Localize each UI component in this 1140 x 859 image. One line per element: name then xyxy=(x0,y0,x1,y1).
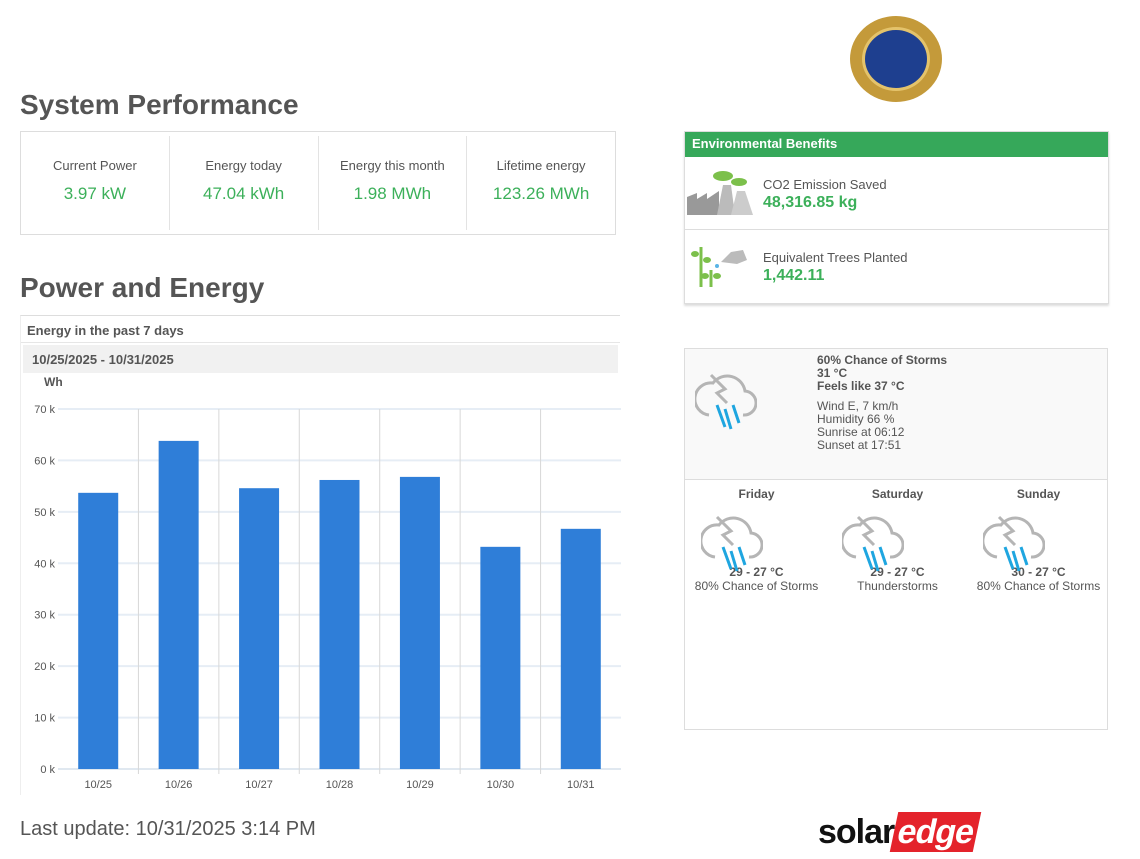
y-axis-label: Wh xyxy=(44,375,63,389)
energy-bar-chart: Wh 0 k 10 k 20 k 30 k 40 k 50 k 60 k 70 k 10/25 10… xyxy=(34,375,621,791)
weather-panel: 60% Chance of Storms 31 °C Feels like 37… xyxy=(684,348,1108,730)
sunset: Sunset at 17:51 xyxy=(817,438,902,452)
wind: Wind E, 7 km/h xyxy=(817,399,899,413)
metric-label: Lifetime energy xyxy=(496,158,586,173)
y-tick-label: 40 k xyxy=(34,558,55,570)
system-performance-title: System Performance xyxy=(20,89,299,120)
current-temp: 31 °C xyxy=(817,366,848,380)
bar-10/26 xyxy=(158,440,199,769)
y-tick-label: 20 k xyxy=(34,661,55,673)
x-tick-label: 10/28 xyxy=(326,779,354,791)
sunrise: Sunrise at 06:12 xyxy=(817,425,905,439)
co2-label: CO2 Emission Saved xyxy=(763,177,887,192)
forecast-temp: 29 - 27 °C xyxy=(729,565,784,579)
forecast-sunday: Sunday 30 - 27 °C 80% Chance of Storms xyxy=(968,487,1109,593)
x-tick-label: 10/26 xyxy=(165,779,193,791)
forecast-temp: 30 - 27 °C xyxy=(1011,565,1066,579)
humidity: Humidity 66 % xyxy=(817,412,895,426)
power-energy-title: Power and Energy xyxy=(20,272,265,303)
x-tick-label: 10/31 xyxy=(567,779,595,791)
energy-chart-panel: Energy in the past 7 days 10/25/2025 - 1… xyxy=(20,315,621,795)
trees-label: Equivalent Trees Planted xyxy=(763,250,908,265)
bar-10/30 xyxy=(480,546,521,769)
metric-current-power: Current Power 3.97 kW xyxy=(21,136,170,230)
co2-row: CO2 Emission Saved 48,316.85 kg xyxy=(685,157,1108,230)
metric-energy-today: Energy today 47.04 kWh xyxy=(170,136,319,230)
metric-value: 123.26 MWh xyxy=(492,184,590,203)
metric-label: Current Power xyxy=(52,158,137,173)
metric-label: Energy today xyxy=(205,158,282,173)
metric-label: Energy this month xyxy=(339,158,445,173)
trees-row: Equivalent Trees Planted 1,442.11 xyxy=(685,230,1108,303)
forecast-saturday: Saturday 29 - 27 °C Thunderstorms xyxy=(827,487,968,593)
environmental-benefits-panel: Environmental Benefits CO2 Emission Save… xyxy=(684,131,1109,304)
env-title: Environmental Benefits xyxy=(685,132,1108,157)
feels-like: Feels like 37 °C xyxy=(817,379,905,393)
tree-watering-icon xyxy=(691,247,747,287)
bar-10/27 xyxy=(239,488,280,769)
brand-left: solar xyxy=(818,813,895,851)
forecast-day: Sunday xyxy=(1016,487,1061,501)
bar-10/28 xyxy=(319,479,360,769)
storm-icon xyxy=(983,515,1045,572)
university-logo xyxy=(850,16,942,102)
y-tick-label: 10 k xyxy=(34,713,55,725)
x-tick-label: 10/27 xyxy=(245,779,273,791)
x-tick-label: 10/30 xyxy=(487,779,515,791)
date-range: 10/25/2025 - 10/31/2025 xyxy=(23,345,618,373)
storm-icon xyxy=(695,373,757,430)
metric-value: 47.04 kWh xyxy=(202,184,285,203)
forecast-day: Friday xyxy=(738,487,775,501)
factory-icon xyxy=(687,171,753,215)
system-performance-panel: Current Power 3.97 kW Energy today 47.04 k… xyxy=(20,131,616,235)
chart-panel-title: Energy in the past 7 days xyxy=(21,316,620,343)
forecast-desc: 80% Chance of Storms xyxy=(976,579,1101,593)
x-tick-label: 10/25 xyxy=(84,779,112,791)
y-tick-label: 50 k xyxy=(34,507,55,519)
storm-icon xyxy=(842,515,904,572)
last-update: Last update: 10/31/2025 3:14 PM xyxy=(20,818,316,840)
current-condition: 60% Chance of Storms xyxy=(817,353,948,367)
forecast-desc: Thunderstorms xyxy=(857,579,938,593)
storm-icon xyxy=(701,515,763,572)
y-tick-label: 0 k xyxy=(40,764,55,776)
bar-10/25 xyxy=(78,492,119,769)
metric-value: 3.97 kW xyxy=(63,184,127,203)
bar-10/29 xyxy=(399,476,440,769)
y-tick-label: 70 k xyxy=(34,404,55,416)
forecast-day: Saturday xyxy=(871,487,924,501)
forecast-friday: Friday 29 - 27 °C 80% Chance of Storms xyxy=(686,487,827,593)
x-tick-label: 10/29 xyxy=(406,779,434,791)
bar-10/31 xyxy=(560,528,601,769)
forecast-desc: 80% Chance of Storms xyxy=(694,579,819,593)
current-weather: 60% Chance of Storms 31 °C Feels like 37… xyxy=(685,349,1107,480)
brand-right: edge xyxy=(890,812,982,852)
y-tick-label: 30 k xyxy=(34,610,55,622)
trees-value: 1,442.11 xyxy=(763,267,825,284)
metric-value: 1.98 MWh xyxy=(353,184,432,203)
metric-lifetime-energy: Lifetime energy 123.26 MWh xyxy=(467,136,615,230)
solaredge-logo: solaredge xyxy=(818,812,982,852)
co2-value: 48,316.85 kg xyxy=(763,194,858,211)
y-tick-label: 60 k xyxy=(34,455,55,467)
metric-energy-month: Energy this month 1.98 MWh xyxy=(319,136,468,230)
forecast-temp: 29 - 27 °C xyxy=(870,565,925,579)
